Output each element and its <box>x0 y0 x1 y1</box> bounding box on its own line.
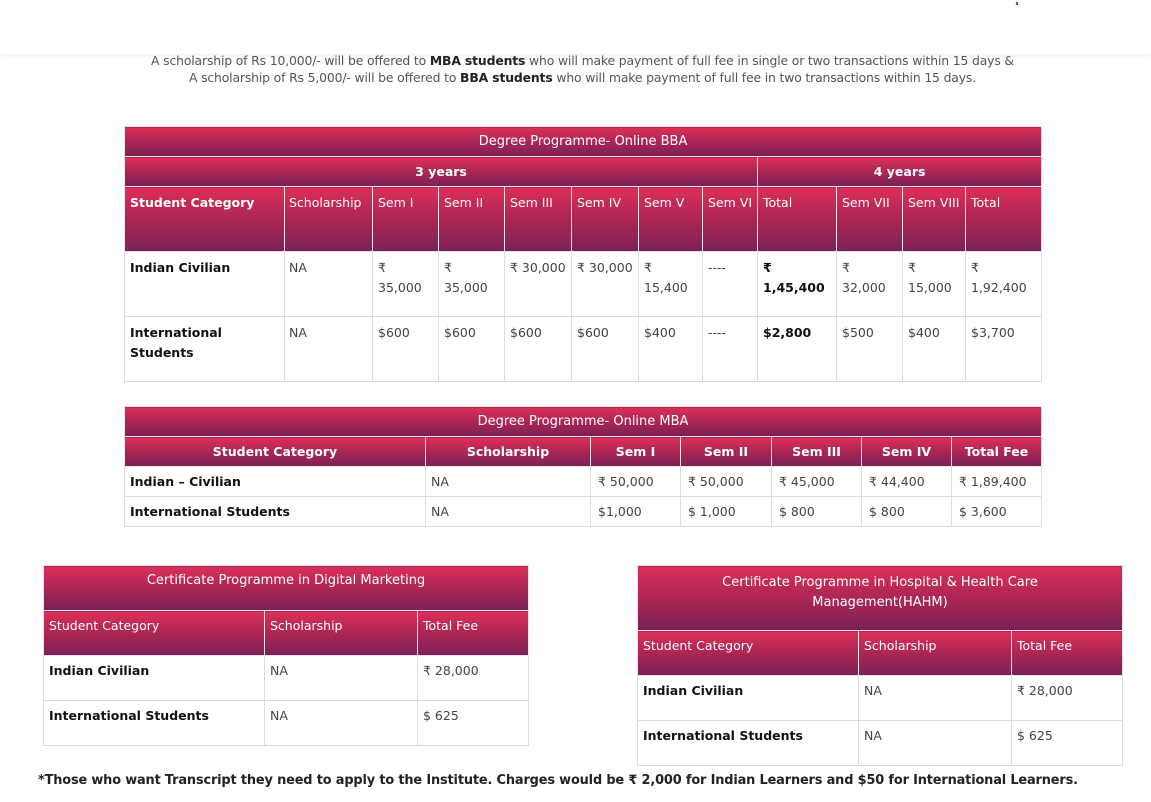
table-row: International Students NA $ 625 <box>43 700 529 746</box>
digital-marketing-title: Certificate Programme in Digital Marketi… <box>43 565 529 611</box>
mba-fee-table: Degree Programme- Online MBA Student Cat… <box>123 406 1043 527</box>
bba-table-title: Degree Programme- Online BBA <box>123 126 1043 157</box>
accent-dot <box>1016 2 1018 5</box>
bba-header-scholarship: Scholarship <box>284 186 373 252</box>
mba-header-total-fee: Total Fee <box>950 436 1043 467</box>
transcript-footnote: *Those who want Transcript they need to … <box>38 773 1078 788</box>
scholarship-intro: A scholarship of Rs 10,000/- will be off… <box>0 52 1151 86</box>
mba-header-sem3: Sem III <box>771 436 862 467</box>
bba-header-sem4: Sem IV <box>571 186 639 252</box>
dm-header-scholarship: Scholarship <box>264 610 418 656</box>
bba-header-sem5: Sem V <box>638 186 703 252</box>
bba-header-sem2: Sem II <box>438 186 505 252</box>
bba-group-4-years: 4 years <box>756 156 1043 187</box>
dm-header-category: Student Category <box>43 610 265 656</box>
bba-group-3-years: 3 years <box>124 156 758 187</box>
bba-header-total-4yr: Total <box>964 186 1043 252</box>
mba-header-sem1: Sem I <box>590 436 681 467</box>
mba-header-category: Student Category <box>124 436 426 467</box>
bba-header-sem8: Sem VIII <box>902 186 966 252</box>
table-row: International Students NA $600 $600 $600… <box>124 316 1043 382</box>
bba-header-category: Student Category <box>124 186 285 252</box>
table-row: Indian – Civilian NA ₹ 50,000 ₹ 50,000 ₹… <box>124 466 1043 497</box>
hahm-header-scholarship: Scholarship <box>858 630 1012 676</box>
hahm-header-total-fee: Total Fee <box>1010 630 1124 676</box>
table-row: Indian Civilian NA ₹ 35,000 ₹ 35,000 ₹ 3… <box>124 251 1043 317</box>
bba-header-sem6: Sem VI <box>702 186 758 252</box>
intro-line-mba: A scholarship of Rs 10,000/- will be off… <box>151 53 1014 68</box>
mba-header-scholarship: Scholarship <box>425 436 591 467</box>
mba-header-sem4: Sem IV <box>861 436 952 467</box>
table-row: Indian Civilian NA ₹ 28,000 <box>637 675 1124 721</box>
table-row: Indian Civilian NA ₹ 28,000 <box>43 655 529 701</box>
dm-header-total-fee: Total Fee <box>417 610 529 656</box>
hahm-header-category: Student Category <box>637 630 859 676</box>
table-row: International Students NA $1,000 $ 1,000… <box>124 496 1043 527</box>
bba-header-total-3yr: Total <box>757 186 837 252</box>
mba-header-sem2: Sem II <box>680 436 772 467</box>
bba-fee-table: Degree Programme- Online BBA 3 years 4 y… <box>123 126 1043 382</box>
site-header-bar <box>0 0 1151 54</box>
table-row: International Students NA $ 625 <box>637 720 1124 766</box>
hahm-fee-table: Certificate Programme in Hospital & Heal… <box>636 565 1124 766</box>
bba-header-sem1: Sem I <box>372 186 439 252</box>
intro-line-bba: A scholarship of Rs 5,000/- will be offe… <box>188 70 977 85</box>
bba-header-sem7: Sem VII <box>836 186 903 252</box>
digital-marketing-fee-table: Certificate Programme in Digital Marketi… <box>43 565 529 746</box>
mba-table-title: Degree Programme- Online MBA <box>123 406 1043 437</box>
bba-header-sem3: Sem III <box>504 186 572 252</box>
hahm-title: Certificate Programme in Hospital & Heal… <box>636 565 1124 631</box>
